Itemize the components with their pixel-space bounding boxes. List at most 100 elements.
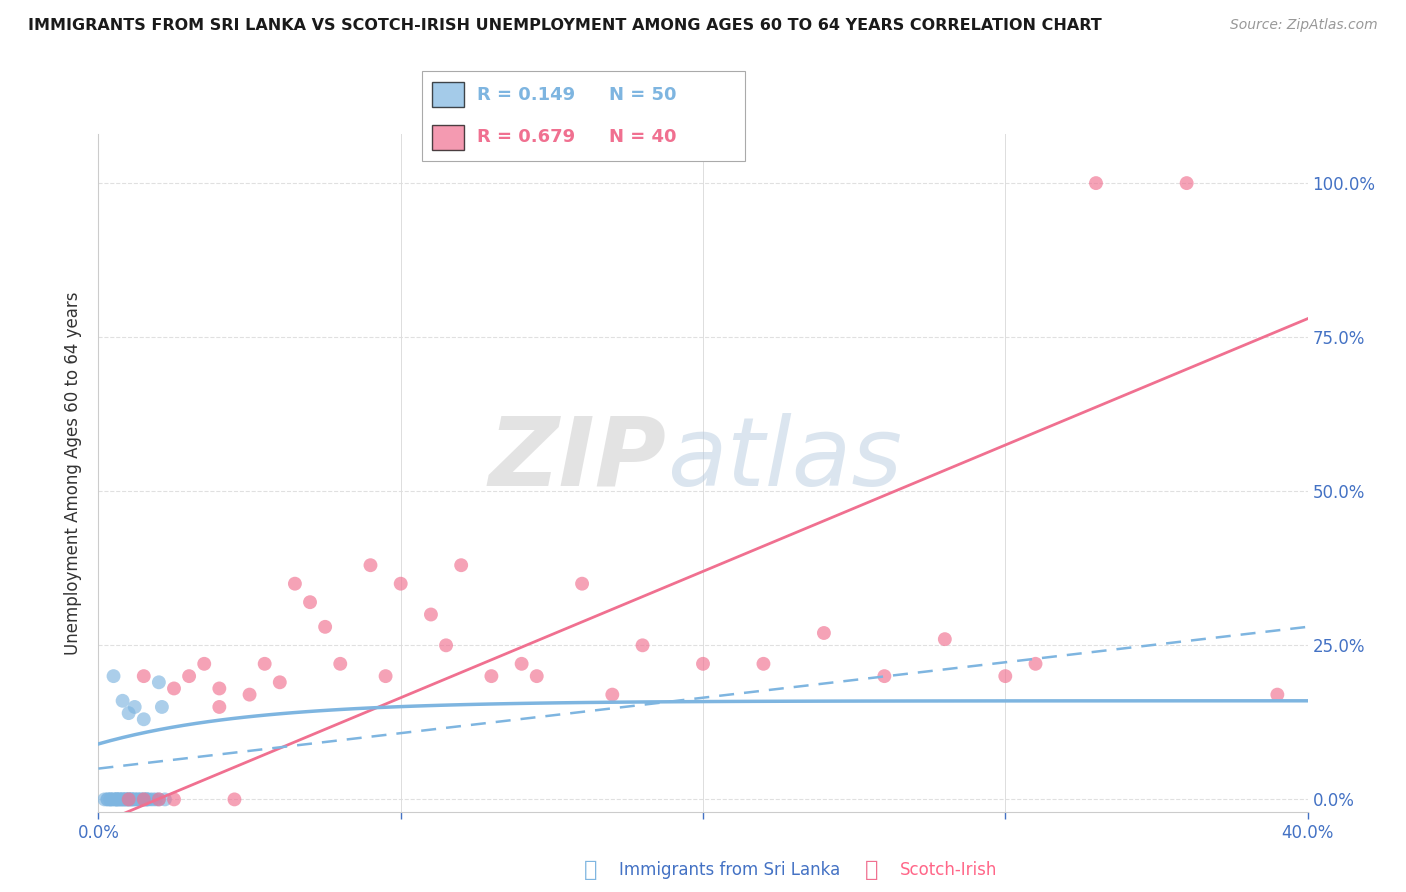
Point bbox=[118, 792, 141, 806]
Point bbox=[118, 706, 141, 720]
Point bbox=[571, 576, 593, 591]
Point bbox=[105, 792, 128, 806]
Point bbox=[111, 792, 134, 806]
Point bbox=[314, 620, 336, 634]
Point bbox=[994, 669, 1017, 683]
Point bbox=[481, 669, 503, 683]
Point bbox=[121, 792, 143, 806]
Point bbox=[118, 792, 141, 806]
Y-axis label: Unemployment Among Ages 60 to 64 years: Unemployment Among Ages 60 to 64 years bbox=[65, 291, 83, 655]
Point bbox=[873, 669, 896, 683]
Point bbox=[124, 792, 146, 806]
Point bbox=[374, 669, 396, 683]
Point bbox=[163, 792, 186, 806]
Point bbox=[132, 792, 155, 806]
Point bbox=[284, 576, 307, 591]
Point bbox=[526, 669, 548, 683]
Point bbox=[121, 792, 143, 806]
Point bbox=[103, 792, 125, 806]
Point bbox=[100, 792, 122, 806]
Point bbox=[111, 694, 134, 708]
Point bbox=[103, 669, 125, 683]
Point bbox=[148, 792, 170, 806]
Point bbox=[420, 607, 443, 622]
Point bbox=[111, 792, 134, 806]
Point bbox=[179, 669, 201, 683]
Text: ⬜: ⬜ bbox=[583, 860, 598, 880]
Text: Immigrants from Sri Lanka: Immigrants from Sri Lanka bbox=[619, 861, 839, 879]
Point bbox=[145, 792, 167, 806]
Point bbox=[602, 688, 624, 702]
Point bbox=[93, 792, 115, 806]
Point bbox=[631, 638, 654, 652]
Point bbox=[253, 657, 276, 671]
Point bbox=[299, 595, 322, 609]
Text: Source: ZipAtlas.com: Source: ZipAtlas.com bbox=[1230, 18, 1378, 32]
Point bbox=[114, 792, 136, 806]
Point bbox=[135, 792, 157, 806]
Point bbox=[163, 681, 186, 696]
Point bbox=[114, 792, 136, 806]
Point bbox=[132, 792, 155, 806]
FancyBboxPatch shape bbox=[432, 82, 464, 107]
Point bbox=[360, 558, 382, 573]
Point bbox=[193, 657, 215, 671]
Point bbox=[148, 675, 170, 690]
Text: Scotch-Irish: Scotch-Irish bbox=[900, 861, 997, 879]
Text: atlas: atlas bbox=[666, 413, 901, 506]
Point bbox=[934, 632, 956, 647]
Text: ⬜: ⬜ bbox=[865, 860, 879, 880]
Point bbox=[132, 792, 155, 806]
Point bbox=[135, 792, 157, 806]
Point bbox=[114, 792, 136, 806]
Point bbox=[434, 638, 457, 652]
Point bbox=[1175, 176, 1198, 190]
Point bbox=[127, 792, 149, 806]
Point bbox=[124, 792, 146, 806]
Point bbox=[1085, 176, 1108, 190]
Point bbox=[105, 792, 128, 806]
Point bbox=[692, 657, 714, 671]
Text: ZIP: ZIP bbox=[489, 413, 666, 506]
Point bbox=[129, 792, 152, 806]
Point bbox=[127, 792, 149, 806]
Text: R = 0.149: R = 0.149 bbox=[477, 86, 575, 103]
Point bbox=[96, 792, 118, 806]
Point bbox=[139, 792, 162, 806]
Text: R = 0.679: R = 0.679 bbox=[477, 128, 575, 146]
Point bbox=[100, 792, 122, 806]
Point bbox=[142, 792, 165, 806]
FancyBboxPatch shape bbox=[432, 125, 464, 150]
FancyBboxPatch shape bbox=[422, 71, 745, 161]
Point bbox=[813, 626, 835, 640]
Point bbox=[111, 792, 134, 806]
Point bbox=[510, 657, 533, 671]
Point bbox=[239, 688, 262, 702]
Point bbox=[129, 792, 152, 806]
Point bbox=[150, 700, 173, 714]
Text: IMMIGRANTS FROM SRI LANKA VS SCOTCH-IRISH UNEMPLOYMENT AMONG AGES 60 TO 64 YEARS: IMMIGRANTS FROM SRI LANKA VS SCOTCH-IRIS… bbox=[28, 18, 1102, 33]
Point bbox=[153, 792, 176, 806]
Point bbox=[135, 792, 157, 806]
Text: N = 40: N = 40 bbox=[609, 128, 676, 146]
Point bbox=[450, 558, 472, 573]
Point bbox=[118, 792, 141, 806]
Point bbox=[105, 792, 128, 806]
Point bbox=[103, 792, 125, 806]
Point bbox=[224, 792, 246, 806]
Point bbox=[1024, 657, 1046, 671]
Point bbox=[269, 675, 291, 690]
Point bbox=[121, 792, 143, 806]
Point bbox=[389, 576, 412, 591]
Point bbox=[108, 792, 131, 806]
Point bbox=[118, 792, 141, 806]
Point bbox=[100, 792, 122, 806]
Point bbox=[108, 792, 131, 806]
Point bbox=[132, 712, 155, 726]
Point bbox=[752, 657, 775, 671]
Point bbox=[1267, 688, 1289, 702]
Point bbox=[96, 792, 118, 806]
Point bbox=[132, 669, 155, 683]
Point bbox=[208, 681, 231, 696]
Point bbox=[329, 657, 352, 671]
